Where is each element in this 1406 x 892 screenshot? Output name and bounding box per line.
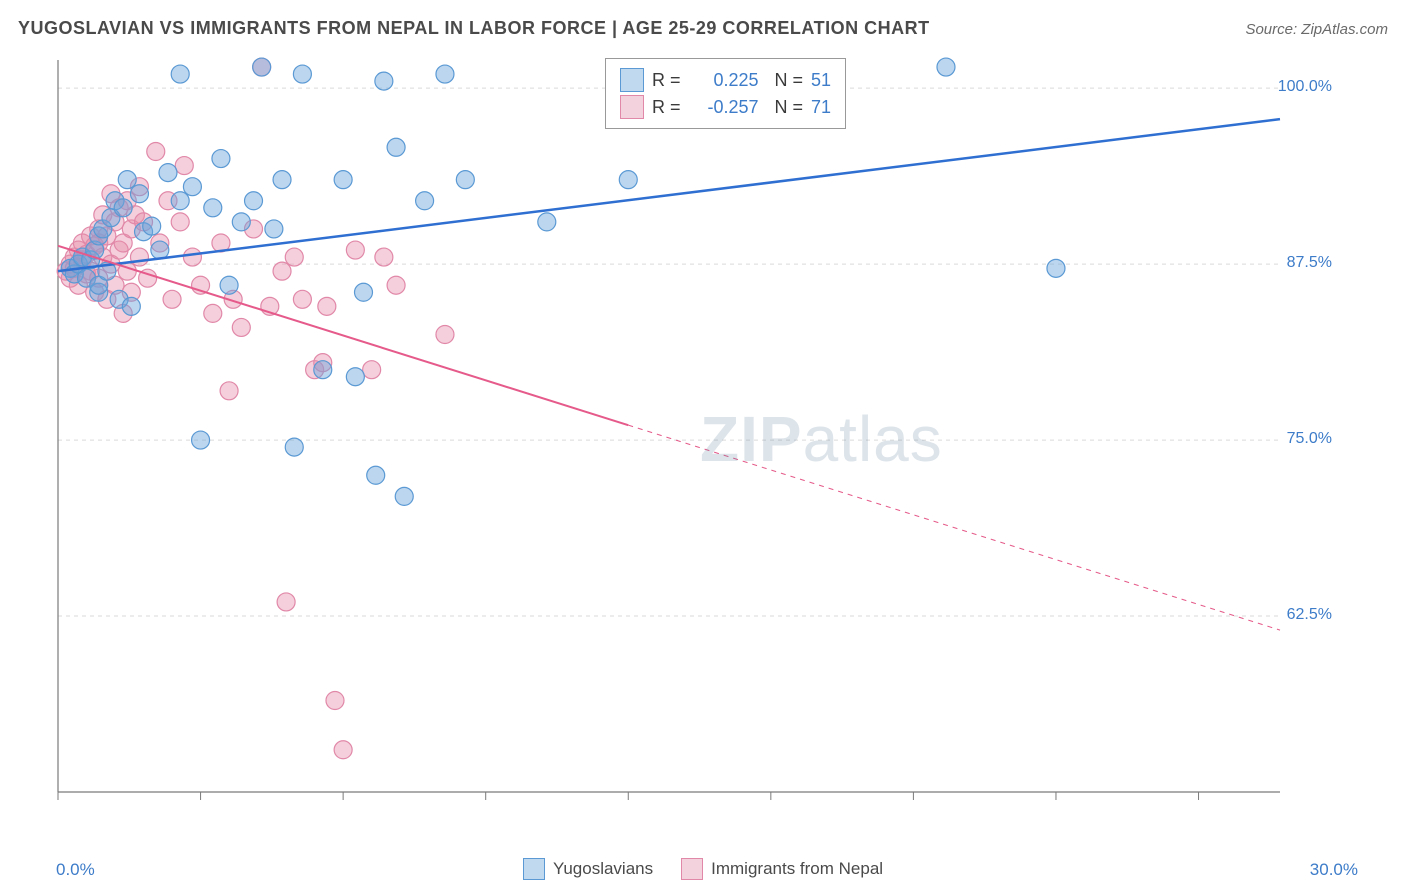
- legend-bottom: Yugoslavians Immigrants from Nepal: [0, 858, 1406, 880]
- stats-r-value: -0.257: [689, 97, 759, 118]
- plot-area: ZIPatlas R = 0.225 N = 51R = -0.257 N = …: [50, 52, 1370, 824]
- legend-label: Yugoslavians: [553, 859, 653, 879]
- stats-swatch: [620, 95, 644, 119]
- y-tick-label: 87.5%: [1287, 254, 1332, 272]
- stats-legend-box: R = 0.225 N = 51R = -0.257 N = 71: [605, 58, 846, 129]
- title-bar: YUGOSLAVIAN VS IMMIGRANTS FROM NEPAL IN …: [18, 18, 1388, 39]
- stats-n-label: N =: [775, 97, 804, 118]
- scatter-chart-svg: [50, 52, 1370, 824]
- stats-n-label: N =: [775, 70, 804, 91]
- legend-item-yugoslavians: Yugoslavians: [523, 858, 653, 880]
- source-label: Source: ZipAtlas.com: [1245, 21, 1388, 38]
- stats-row-nepal: R = -0.257 N = 71: [620, 95, 831, 119]
- legend-swatch: [681, 858, 703, 880]
- y-tick-label: 75.0%: [1287, 430, 1332, 448]
- stats-r-value: 0.225: [689, 70, 759, 91]
- stats-row-yugoslavians: R = 0.225 N = 51: [620, 68, 831, 92]
- chart-title: YUGOSLAVIAN VS IMMIGRANTS FROM NEPAL IN …: [18, 18, 930, 39]
- legend-item-nepal: Immigrants from Nepal: [681, 858, 883, 880]
- chart-container: YUGOSLAVIAN VS IMMIGRANTS FROM NEPAL IN …: [0, 0, 1406, 892]
- legend-swatch: [523, 858, 545, 880]
- stats-n-value: 71: [811, 97, 831, 118]
- y-tick-label: 100.0%: [1278, 78, 1332, 96]
- stats-r-label: R =: [652, 70, 681, 91]
- stats-r-label: R =: [652, 97, 681, 118]
- stats-n-value: 51: [811, 70, 831, 91]
- y-tick-label: 62.5%: [1287, 606, 1332, 624]
- stats-swatch: [620, 68, 644, 92]
- legend-label: Immigrants from Nepal: [711, 859, 883, 879]
